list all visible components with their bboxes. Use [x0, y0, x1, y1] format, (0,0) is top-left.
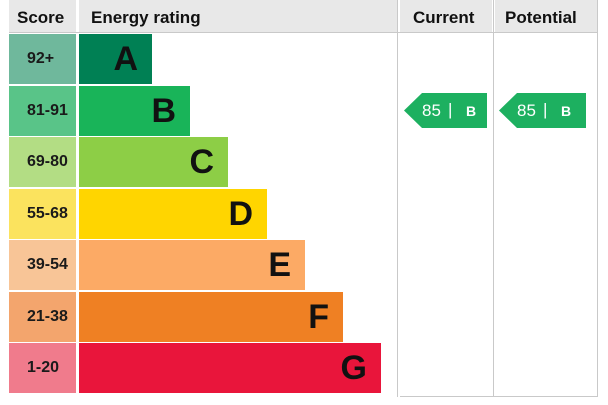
energy-rating-header: Energy rating: [91, 8, 201, 27]
current-score-value: 85: [422, 101, 441, 120]
bottom-border: [400, 396, 598, 397]
band-bar-g: G: [79, 343, 381, 393]
band-letter: B: [151, 91, 176, 130]
potential-band-letter: B: [561, 103, 572, 119]
arrow-shape: [499, 93, 586, 128]
score-label: 39-54: [27, 256, 68, 273]
score-cell: 81-91: [9, 85, 76, 136]
band-letter: F: [308, 297, 329, 336]
header-divider: [9, 32, 598, 33]
score-header: Score: [17, 8, 65, 27]
band-letter: G: [340, 349, 367, 387]
score-cell: 39-54: [9, 240, 76, 290]
score-header-cell: Score: [9, 0, 76, 32]
separator: |: [543, 100, 548, 119]
score-label: 55-68: [27, 204, 68, 222]
potential-header-cell: Potential: [495, 0, 598, 32]
band-bar-c: C: [79, 137, 228, 187]
score-cell: 21-38: [9, 291, 76, 342]
potential-header: Potential: [505, 8, 577, 27]
rating-header-cell: Energy rating: [79, 0, 397, 32]
current-header: Current: [413, 8, 475, 27]
band-letter: C: [189, 143, 214, 181]
score-label: 92+: [27, 50, 55, 67]
band-letter: E: [268, 246, 291, 284]
score-cell: 92+: [9, 34, 76, 84]
band-bar-b: B: [79, 85, 190, 136]
column-divider: [597, 0, 598, 397]
column-divider: [397, 0, 398, 397]
band-bar-a: A: [79, 34, 152, 84]
score-label: 1-20: [27, 359, 60, 376]
score-label: 21-38: [27, 307, 68, 325]
score-cell: 55-68: [9, 188, 76, 239]
score-cell: 69-80: [9, 137, 76, 187]
potential-score-value: 85: [517, 101, 536, 120]
current-band-letter: B: [466, 103, 477, 119]
score-label: 81-91: [27, 101, 68, 119]
score-label: 69-80: [27, 153, 68, 170]
band-letter: D: [228, 194, 253, 233]
separator: |: [448, 100, 453, 119]
column-divider: [493, 0, 494, 397]
score-cell: 1-20: [9, 343, 76, 393]
band-bar-d: D: [79, 188, 267, 239]
band-bar-e: E: [79, 240, 305, 290]
band-letter: A: [113, 40, 138, 78]
current-header-cell: Current: [400, 0, 492, 32]
current-rating-arrow: 85 | B: [404, 93, 487, 128]
arrow-shape: [404, 93, 487, 128]
potential-rating-arrow: 85 | B: [499, 93, 586, 128]
band-bar-f: F: [79, 291, 343, 342]
